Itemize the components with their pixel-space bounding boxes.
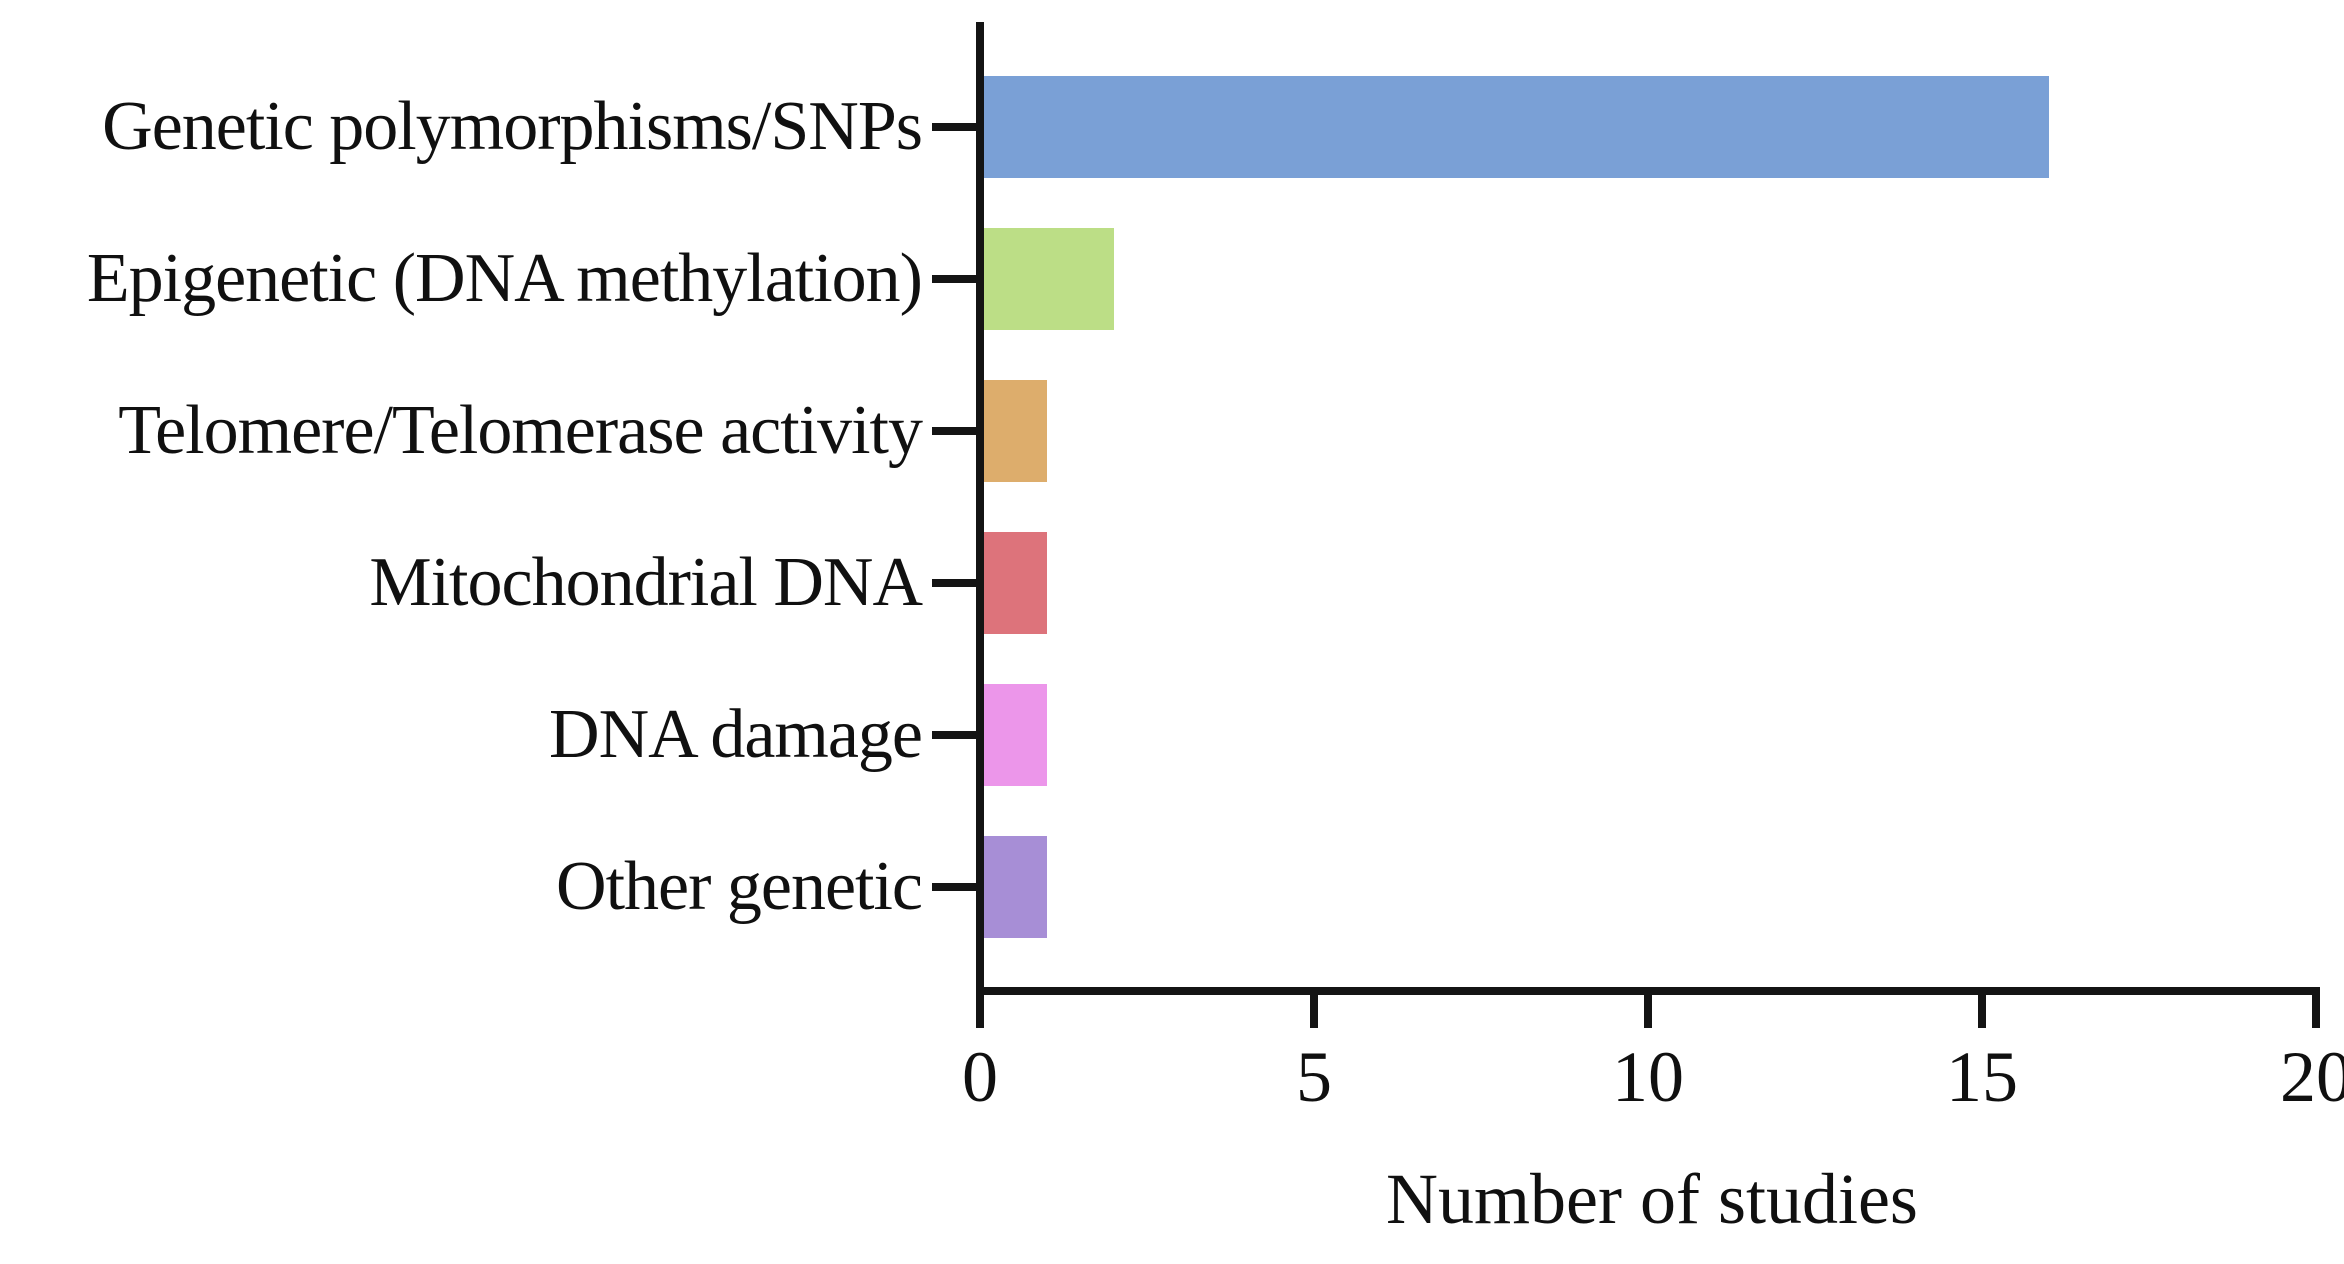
category-label-genetic-polymorphisms-snps: Genetic polymorphisms/SNPs [102, 88, 923, 165]
y-tick-mitochondrial-dna [932, 579, 976, 587]
bar-epigenetic-dna-methylation [980, 228, 1114, 330]
y-tick-epigenetic-dna-methylation [932, 275, 976, 283]
bar-mitochondrial-dna [980, 532, 1047, 634]
category-label-dna-damage: DNA damage [549, 696, 923, 773]
y-axis-line [976, 22, 984, 1028]
x-tick-10 [1644, 987, 1652, 1028]
bar-dna-damage [980, 684, 1047, 786]
category-label-mitochondrial-dna: Mitochondrial DNA [369, 544, 923, 621]
x-tick-label-0: 0 [962, 1037, 998, 1117]
bar-other-genetic [980, 836, 1047, 938]
x-tick-0 [976, 987, 984, 1028]
y-tick-genetic-polymorphisms-snps [932, 123, 976, 131]
x-tick-5 [1310, 987, 1318, 1028]
x-tick-15 [1978, 987, 1986, 1028]
x-tick-label-15: 15 [1946, 1037, 2018, 1117]
x-tick-20 [2312, 987, 2320, 1028]
y-tick-dna-damage [932, 731, 976, 739]
bar-genetic-polymorphisms-snps [980, 76, 2049, 178]
x-tick-label-5: 5 [1296, 1037, 1332, 1117]
category-label-epigenetic-dna-methylation: Epigenetic (DNA methylation) [86, 240, 923, 317]
category-label-other-genetic: Other genetic [556, 848, 923, 925]
x-axis-title: Number of studies [1386, 1159, 1918, 1239]
category-label-telomere-telomerase-activity: Telomere/Telomerase activity [118, 392, 923, 469]
y-tick-other-genetic [932, 883, 976, 891]
y-tick-telomere-telomerase-activity [932, 427, 976, 435]
x-tick-label-20: 20 [2280, 1037, 2344, 1117]
bar-telomere-telomerase-activity [980, 380, 1047, 482]
x-tick-label-10: 10 [1612, 1037, 1684, 1117]
